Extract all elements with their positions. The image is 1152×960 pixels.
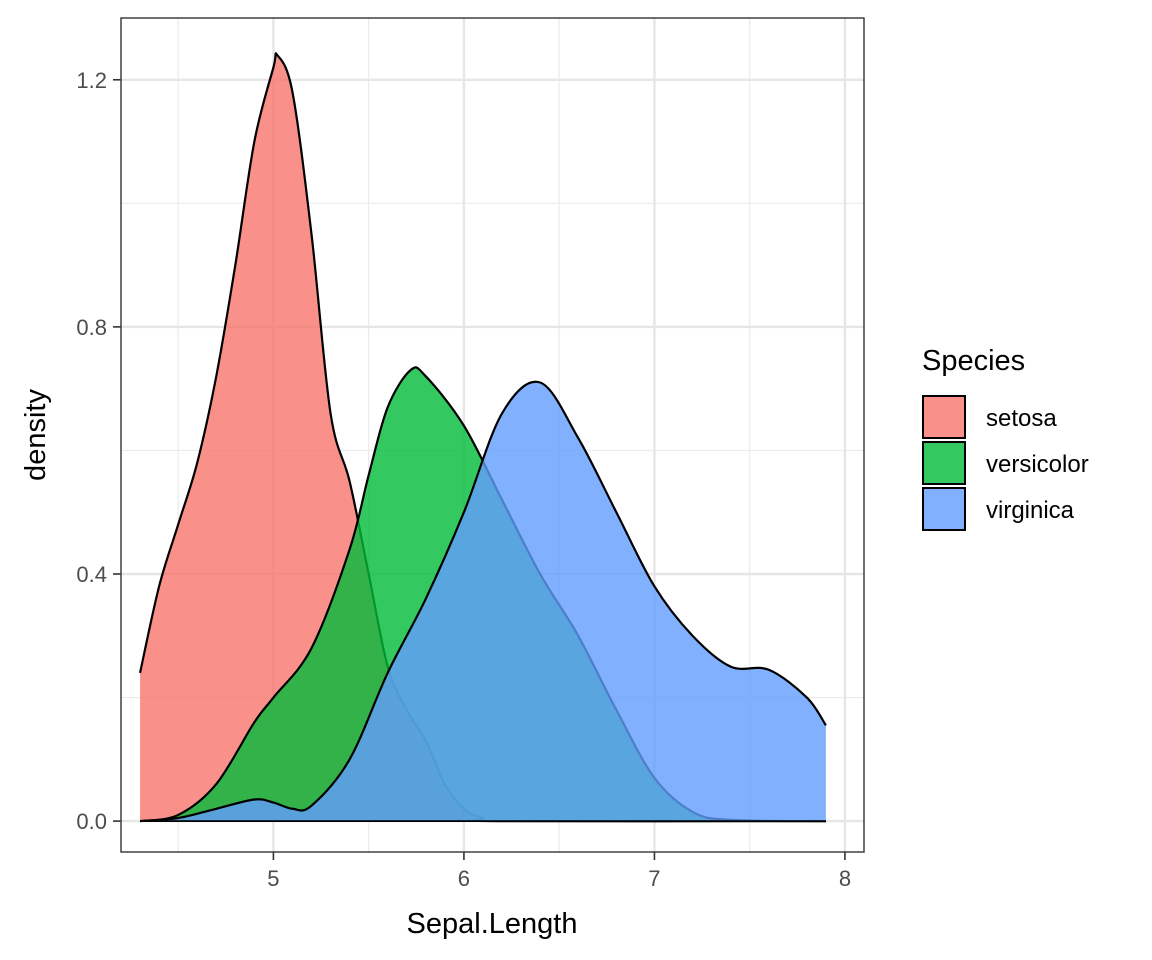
legend-title: Species [922,345,1025,377]
x-tick-label: 8 [839,866,851,891]
x-axis-title: Sepal.Length [407,908,578,940]
legend-label-versicolor: versicolor [986,451,1089,478]
y-tick-label: 0.0 [76,809,107,834]
legend: Species setosa versicolor virginica [922,345,1089,531]
legend-keys: setosa versicolor virginica [922,395,1089,531]
x-tick-label: 6 [458,866,470,891]
legend-swatch-virginica [922,487,966,531]
density-areas [138,52,827,823]
density-area-virginica [140,381,826,822]
legend-swatch-setosa [922,395,966,439]
density-area-setosa [140,53,826,822]
plot-panel-border [120,17,865,853]
x-tick-label: 5 [267,866,279,891]
legend-label-virginica: virginica [986,497,1075,524]
x-tick-label: 7 [648,866,660,891]
y-tick-label: 1.2 [76,68,107,93]
x-axis: 5 6 7 8 [267,852,851,891]
legend-label-setosa: setosa [986,405,1057,432]
density-line-virginica [139,380,827,823]
y-tick-label: 0.4 [76,562,107,587]
y-axis: 0.0 0.4 0.8 1.2 [76,68,121,834]
y-axis-title: density [20,389,52,481]
y-tick-label: 0.8 [76,315,107,340]
legend-swatch-versicolor [922,441,966,485]
